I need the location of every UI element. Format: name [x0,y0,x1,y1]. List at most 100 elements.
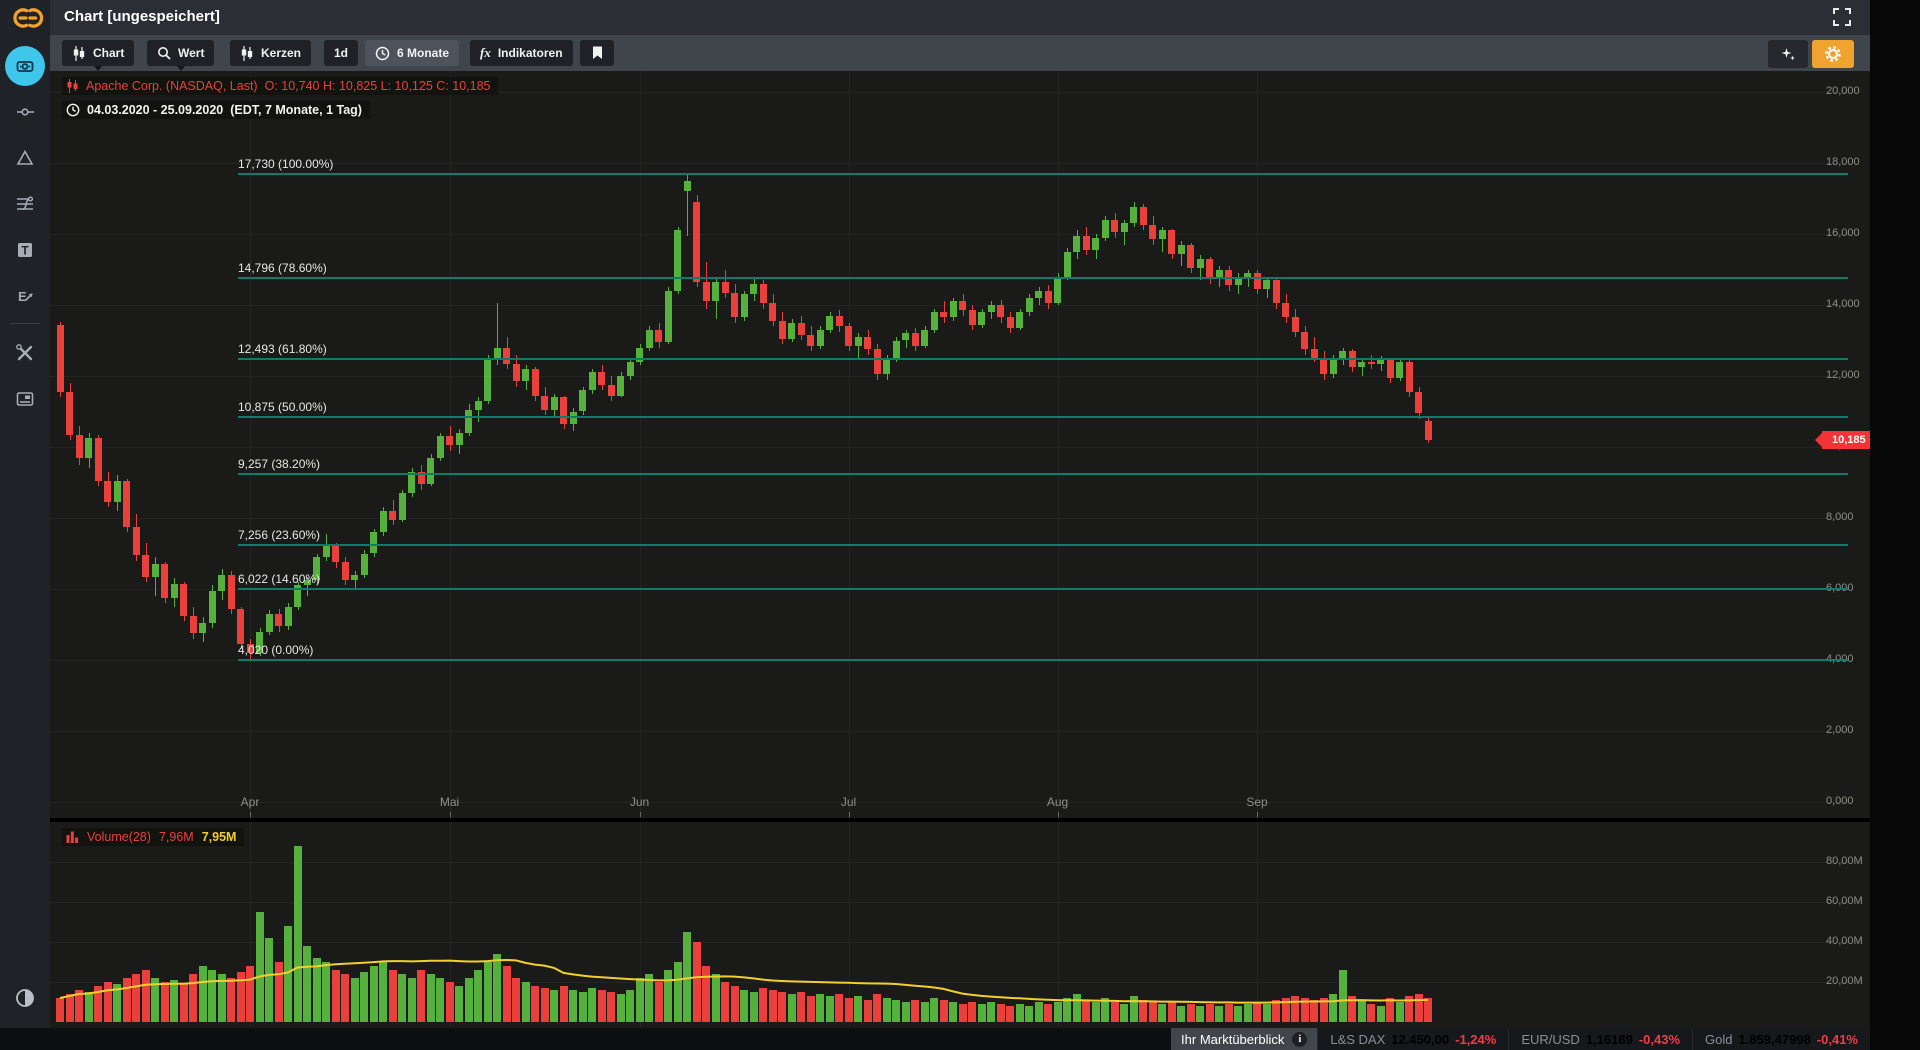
date-range: 04.03.2020 - 25.09.2020 [87,103,224,117]
candle-body [997,305,1004,318]
volume-bar [179,984,188,1022]
volume-bar [1291,996,1299,1022]
ticker-ls-dax[interactable]: L&S DAX 12.450,00 -1,24% [1317,1028,1509,1050]
volume-legend: Volume(28) 7,96M 7,95M [62,828,245,846]
volume-chart-pane[interactable]: Volume(28) 7,96M 7,95M 80,00M 60,00M 40,00… [50,822,1870,1028]
ticker-eur-usd[interactable]: EUR/USD 1,16189 -0,43% [1508,1028,1693,1050]
volume-axis-label: 60,00M [1826,895,1863,907]
signal-lines-icon [17,196,33,210]
chart-widget-icon [16,61,34,72]
fibonacci-level-line [238,473,1848,476]
candle-body [218,574,225,591]
chart-legend: Apache Corp. (NASDAQ, Last) O: 10,740 H:… [62,77,499,122]
price-chart-pane[interactable]: Apache Corp. (NASDAQ, Last) O: 10,740 H:… [50,71,1870,818]
text-tool[interactable]: T [5,230,45,270]
candle-body [930,312,938,330]
candle-body [1310,349,1318,359]
candle-body [1253,273,1261,290]
candle-body [607,384,615,396]
price-gridline [50,234,1848,235]
status-bar: Ihr Marktüberblick i L&S DAX 12.450,00 -… [0,1028,1870,1050]
price-axis-label: 4,000 [1826,653,1870,665]
x-axis-month-label: Mai [439,795,460,809]
volume-bar [113,984,121,1022]
settings-button[interactable] [1812,40,1854,68]
ticker-value: 1.859,47998 [1738,1031,1811,1047]
trend-edit-tool[interactable]: E [5,276,45,316]
volume-bar [483,962,492,1022]
bookmark-button[interactable] [580,40,614,66]
chart-type-button[interactable]: Chart [62,40,135,71]
layout-panel-icon [16,392,34,406]
volume-bar [151,978,159,1022]
volume-bar [1272,1000,1280,1022]
volume-bar [1262,1004,1271,1022]
layout-tool[interactable] [5,379,45,419]
guidants-logo-icon[interactable] [6,5,44,31]
candle-body [1120,223,1128,233]
candle-body [626,361,634,376]
fullscreen-icon[interactable] [1832,7,1852,27]
volume-gridline [50,942,1848,943]
bookmark-icon [592,46,602,59]
price-gridline [50,305,1848,306]
volume-bar [1329,994,1337,1022]
candle-style-button[interactable]: Kerzen [230,40,312,66]
candle-body [265,613,273,632]
volume-indicator-name[interactable]: Volume(28) [87,830,151,844]
pane-divider-handle[interactable] [50,818,1870,822]
candle-body [959,301,966,311]
volume-bar [597,990,606,1022]
time-range-button[interactable]: 6 Monate [365,40,460,66]
volume-bar [1310,1000,1318,1022]
chart-application-window: T E [0,0,1870,1050]
instrument-search-button[interactable]: Wert [147,40,215,71]
candle-body [1063,251,1071,277]
month-gridline [639,71,641,818]
info-icon[interactable]: i [1292,1031,1308,1047]
interval-button[interactable]: 1d [324,40,359,66]
candle-body [161,564,168,598]
volume-bar [958,1004,967,1022]
indicators-button[interactable]: fx Indikatoren [470,40,573,66]
candle-body [588,372,596,391]
candle-body [864,336,871,350]
ticker-gold[interactable]: Gold 1.859,47998 -0,41% [1692,1028,1870,1050]
volume-bar [341,974,349,1022]
indicator-lines-tool[interactable] [5,184,45,224]
candle-body [1130,207,1137,224]
e-arrow-icon: E [18,289,33,304]
chart-widget-tool-active[interactable] [5,46,45,86]
volume-axis-label: 40,00M [1826,935,1863,947]
candle-body [256,631,263,653]
volume-bar [1063,998,1071,1022]
theme-contrast-toggle[interactable] [5,978,45,1018]
instrument-name[interactable]: Apache Corp. (NASDAQ, Last) [86,79,258,93]
fibonacci-level-line [238,276,1848,279]
magic-tools-button[interactable] [1768,40,1808,68]
price-axis-label: 12,000 [1826,369,1860,381]
volume-bar [854,996,862,1022]
chart-type-label: Chart [93,46,125,60]
clock-icon [375,46,390,60]
candle-body [246,644,254,653]
candle-body [208,590,216,623]
x-axis-month-label: Jun [629,795,650,809]
market-overview-chip[interactable]: Ihr Marktüberblick i [1171,1028,1318,1050]
volume-bar [103,982,112,1022]
shapes-tool[interactable] [5,138,45,178]
x-axis-month-label: Sep [1246,795,1268,809]
x-axis-tick [1057,812,1059,817]
volume-bar [569,990,577,1022]
x-axis-month-label: Aug [1046,795,1069,809]
triangle-icon [16,149,34,165]
line-drawing-tool[interactable] [5,92,45,132]
tools-settings-tool[interactable] [5,333,45,373]
volume-bar [455,986,463,1022]
volume-bar [379,962,387,1022]
search-icon [158,47,171,60]
price-axis-label: 0,000 [1826,795,1854,807]
candle-body [940,312,947,318]
volume-bar [1053,1002,1062,1022]
volume-bar [445,982,454,1022]
